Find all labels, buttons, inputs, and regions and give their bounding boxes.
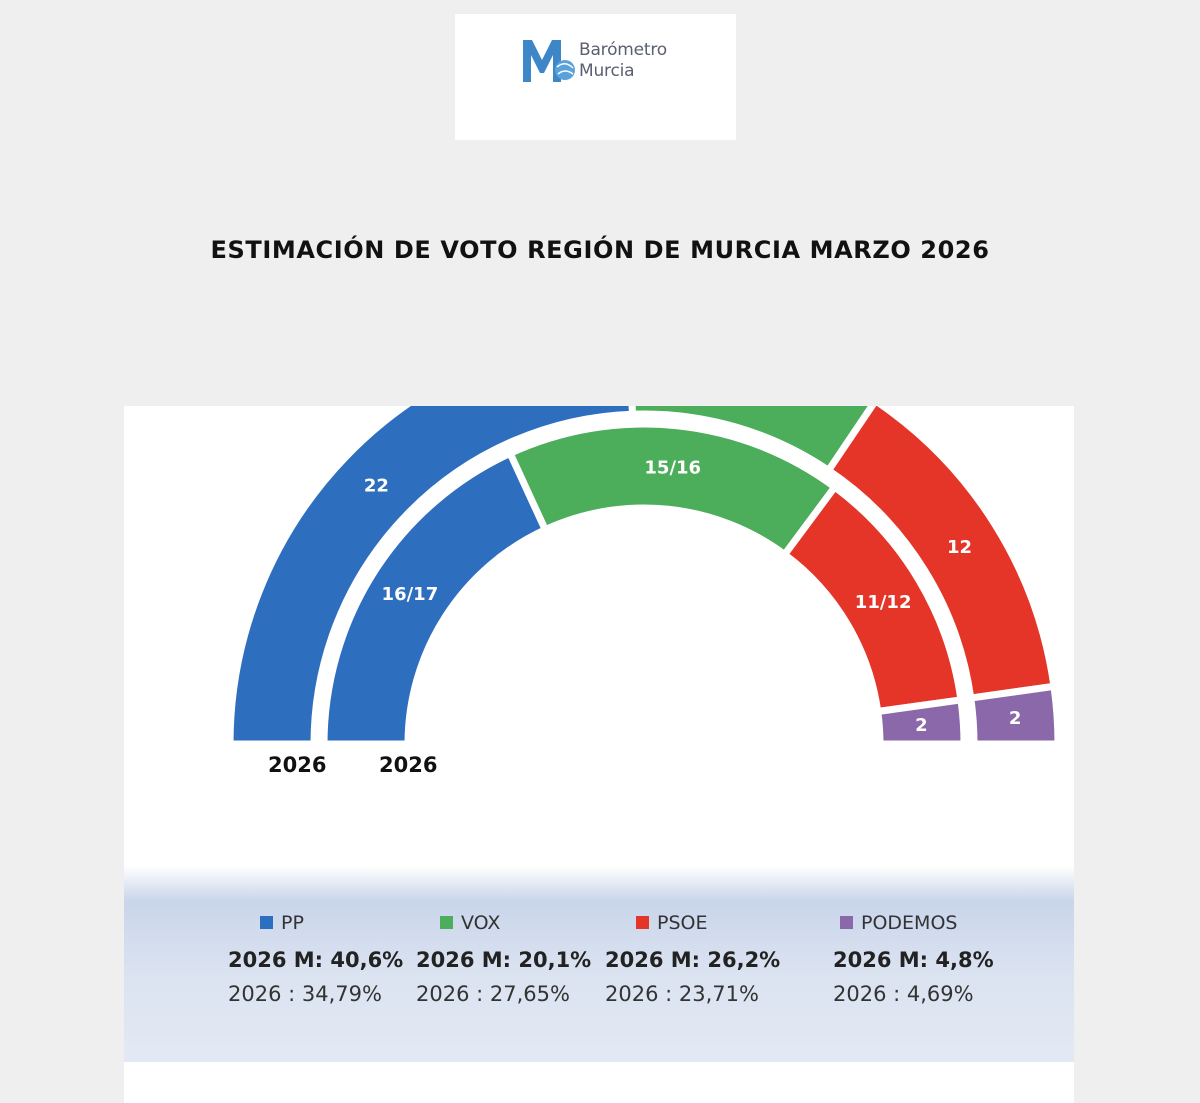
pp-swatch [260,916,273,929]
seat-label-inner-vox: 15/16 [644,457,701,478]
legend-estimate-pp: 2026 M: 40,6% [228,948,403,972]
podemos-swatch [840,916,853,929]
legend-estimate-psoe: 2026 M: 26,2% [605,948,780,972]
legend-key-psoe: PSOE [636,912,707,934]
legend-result-pp: 2026 : 34,79% [228,982,382,1006]
legend-result-psoe: 2026 : 23,71% [605,982,759,1006]
seat-label-outer-pp: 22 [364,476,389,497]
logo-text: Barómetro Murcia [579,40,667,82]
legend-key-pp: PP [260,912,304,934]
psoe-swatch [636,916,649,929]
barometro-murcia-logo-icon [523,38,577,84]
seat-label-outer-podemos: 2 [1009,708,1022,729]
legend-estimate-podemos: 2026 M: 4,8% [833,948,994,972]
legend-label-pp: PP [281,912,304,934]
legend-band: PP 2026 M: 40,6% 2026 : 34,79% VOX 2026 … [124,866,1074,1062]
page-title: ESTIMACIÓN DE VOTO REGIÓN DE MURCIA MARZ… [0,236,1200,264]
legend-label-podemos: PODEMOS [861,912,957,934]
seat-label-inner-podemos: 2 [915,715,928,736]
legend-label-vox: VOX [461,912,500,934]
legend-key-vox: VOX [440,912,500,934]
seat-label-inner-psoe: 11/12 [855,592,912,613]
inner-ring-year-label: 2026 [379,753,437,777]
outer-ring-year-label: 2026 [268,753,326,777]
logo-line-2: Murcia [579,61,667,82]
legend-result-podemos: 2026 : 4,69% [833,982,974,1006]
vox-swatch [440,916,453,929]
logo-line-1: Barómetro [579,40,667,61]
logo-box: Barómetro Murcia [455,14,736,140]
legend-label-psoe: PSOE [657,912,707,934]
seat-label-inner-pp: 16/17 [382,584,439,605]
legend-result-vox: 2026 : 27,65% [416,982,570,1006]
legend-estimate-vox: 2026 M: 20,1% [416,948,591,972]
legend-key-podemos: PODEMOS [840,912,957,934]
seat-label-outer-psoe: 12 [947,537,972,558]
